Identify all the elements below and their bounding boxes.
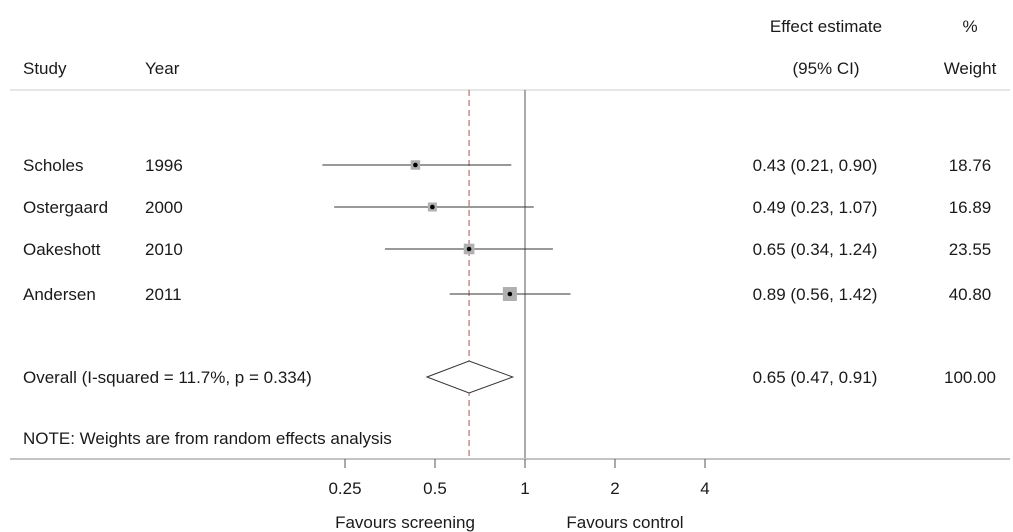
- header-ci: (95% CI): [792, 59, 859, 78]
- study-ci: 0.43 (0.21, 0.90): [753, 156, 878, 175]
- study-name: Andersen: [23, 285, 96, 304]
- point-estimate: [507, 291, 513, 297]
- study-weight: 40.80: [949, 285, 992, 304]
- x-tick-label: 0.5: [423, 479, 447, 498]
- study-weight: 16.89: [949, 198, 992, 217]
- x-axis-ticks: 0.25 0.5 1 2 4: [328, 459, 710, 498]
- note-text: NOTE: Weights are from random effects an…: [23, 429, 392, 448]
- study-ci: 0.49 (0.23, 1.07): [753, 198, 878, 217]
- header-study: Study: [23, 59, 67, 78]
- study-name: Scholes: [23, 156, 83, 175]
- overall-ci: 0.65 (0.47, 0.91): [753, 368, 878, 387]
- study-year: 1996: [145, 156, 183, 175]
- study-rows: Scholes 1996 0.43 (0.21, 0.90) 18.76 Osterga…: [23, 156, 991, 304]
- study-year: 2010: [145, 240, 183, 259]
- header-percent: %: [962, 17, 977, 36]
- x-label-favours-control: Favours control: [566, 513, 683, 532]
- study-ci: 0.89 (0.56, 1.42): [753, 285, 878, 304]
- x-tick-label: 4: [700, 479, 709, 498]
- study-name: Ostergaard: [23, 198, 108, 217]
- study-weight: 18.76: [949, 156, 992, 175]
- header-year: Year: [145, 59, 180, 78]
- overall-label: Overall (I-squared = 11.7%, p = 0.334): [23, 368, 312, 387]
- x-tick-label: 0.25: [328, 479, 361, 498]
- point-estimate: [430, 204, 435, 210]
- study-name: Oakeshott: [23, 240, 101, 259]
- overall-diamond: [425, 360, 515, 394]
- point-estimate: [413, 162, 418, 168]
- header-weight: Weight: [944, 59, 997, 78]
- study-ci: 0.65 (0.34, 1.24): [753, 240, 878, 259]
- point-estimate: [466, 246, 472, 252]
- study-weight: 23.55: [949, 240, 992, 259]
- x-label-favours-screening: Favours screening: [335, 513, 475, 532]
- x-tick-label: 2: [610, 479, 619, 498]
- x-tick-label: 1: [520, 479, 529, 498]
- overall-weight: 100.00: [944, 368, 996, 387]
- study-year: 2000: [145, 198, 183, 217]
- header-effect-estimate: Effect estimate: [770, 17, 882, 36]
- study-year: 2011: [145, 285, 182, 304]
